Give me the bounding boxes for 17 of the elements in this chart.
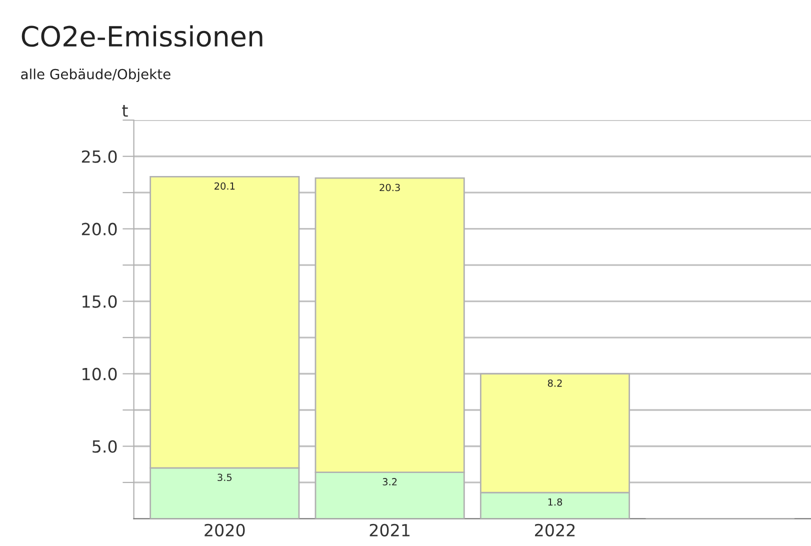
chart-subtitle: alle Gebäude/Objekte (21, 68, 170, 82)
y-axis-title: t (122, 104, 128, 117)
data-label: 8.2 (548, 379, 562, 387)
y-tick-label: 15.0 (82, 295, 117, 308)
x-tick-label: 2020 (204, 524, 245, 536)
y-tick-label: 20.0 (82, 222, 117, 236)
y-tick-label: 5.0 (92, 440, 117, 453)
data-label: 3.5 (218, 474, 232, 482)
data-label: 20.1 (214, 182, 235, 190)
y-tick-label: 25.0 (82, 150, 117, 163)
data-label: 1.8 (548, 498, 562, 506)
y-tick-label: 10.0 (82, 368, 117, 380)
chart-title: CO2e-Emissionen (22, 25, 262, 47)
x-tick-label: 2021 (370, 524, 410, 536)
data-label: 20.3 (380, 184, 400, 192)
x-tick-label: 2022 (535, 524, 575, 536)
data-label: 3.2 (382, 478, 397, 486)
